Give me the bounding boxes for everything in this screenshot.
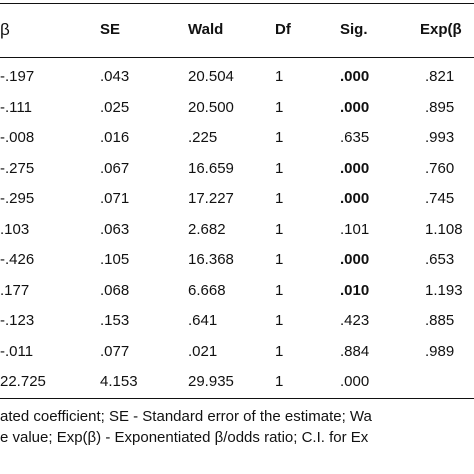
cell-df: 1 [275, 281, 284, 299]
cell-wald: 20.500 [188, 98, 234, 116]
cell-beta: -.197 [0, 68, 35, 85]
table-bottom-rule [0, 398, 474, 399]
cell-sig: .000 [340, 68, 370, 85]
cell-se: .063 [100, 220, 130, 238]
cell-se: .153 [100, 312, 130, 329]
header-se: SE [100, 21, 121, 38]
cell-se: .025 [100, 98, 130, 116]
cell-wald: .641 [188, 312, 218, 329]
cell-beta: .103 [0, 220, 30, 238]
header-sig: Sig. [340, 21, 368, 38]
cell-sig: .000 [340, 98, 370, 116]
cell-beta: -.123 [0, 312, 35, 329]
cell-se: .043 [100, 68, 130, 85]
cell-beta: -.295 [0, 190, 35, 207]
table-top-rule [0, 3, 474, 4]
cell-beta: -.275 [0, 159, 35, 177]
cell-beta: -.426 [0, 251, 35, 268]
cell-wald: 2.682 [188, 220, 226, 238]
cell-sig: .010 [340, 281, 370, 299]
cell-beta: -.011 [0, 342, 34, 360]
cell-df: 1 [275, 190, 284, 207]
header-exp: Exp(β [420, 21, 462, 38]
cell-df: 1 [275, 68, 284, 85]
cell-exp: .993 [425, 129, 455, 146]
header-df: Df [275, 21, 291, 38]
cell-wald: .225 [188, 129, 218, 146]
cell-exp: .745 [425, 190, 455, 207]
cell-beta: .177 [0, 281, 30, 299]
footnote-line-2: e value; Exp(β) - Exponentiated β/odds r… [0, 429, 369, 446]
header-wald: Wald [188, 21, 224, 38]
cell-df: 1 [275, 373, 284, 390]
cell-df: 1 [275, 98, 284, 116]
footnote-line-1: ated coefficient; SE - Standard error of… [0, 408, 372, 425]
cell-exp: .653 [425, 251, 455, 268]
cell-exp: .895 [425, 98, 455, 116]
cell-exp: .989 [425, 342, 455, 360]
cell-wald: 17.227 [188, 190, 234, 207]
cell-beta: 22.725 [0, 373, 46, 390]
cell-se: .071 [100, 190, 130, 207]
cell-se: .068 [100, 281, 130, 299]
cell-beta: -.111 [0, 98, 32, 116]
cell-wald: 6.668 [188, 281, 226, 299]
cell-sig: .101 [340, 220, 370, 238]
cell-sig: .000 [340, 373, 370, 390]
cell-wald: 16.368 [188, 251, 234, 268]
cell-wald: 16.659 [188, 159, 234, 177]
cell-exp: 1.193 [425, 281, 463, 299]
cell-df: 1 [275, 129, 284, 146]
cell-wald: .021 [188, 342, 218, 360]
cell-wald: 20.504 [188, 68, 234, 85]
cell-beta: -.008 [0, 129, 35, 146]
cell-se: .105 [100, 251, 130, 268]
cell-df: 1 [275, 220, 284, 238]
cell-se: 4.153 [100, 373, 138, 390]
cell-sig: .423 [340, 312, 370, 329]
header-beta: β [0, 20, 10, 39]
cell-exp: .885 [425, 312, 455, 329]
cell-df: 1 [275, 159, 284, 177]
cell-sig: .000 [340, 159, 370, 177]
cell-sig: .884 [340, 342, 370, 360]
cell-se: .016 [100, 129, 130, 146]
cell-exp: .760 [425, 159, 455, 177]
cell-sig: .635 [340, 129, 370, 146]
cell-wald: 29.935 [188, 373, 234, 390]
cell-exp: 1.108 [425, 220, 463, 238]
cell-se: .067 [100, 159, 130, 177]
cell-df: 1 [275, 312, 284, 329]
cell-df: 1 [275, 342, 284, 360]
table-header-rule [0, 57, 474, 58]
cell-sig: .000 [340, 251, 370, 268]
cell-df: 1 [275, 251, 284, 268]
cell-se: .077 [100, 342, 130, 360]
cell-exp: .821 [425, 68, 455, 85]
cell-sig: .000 [340, 190, 370, 207]
